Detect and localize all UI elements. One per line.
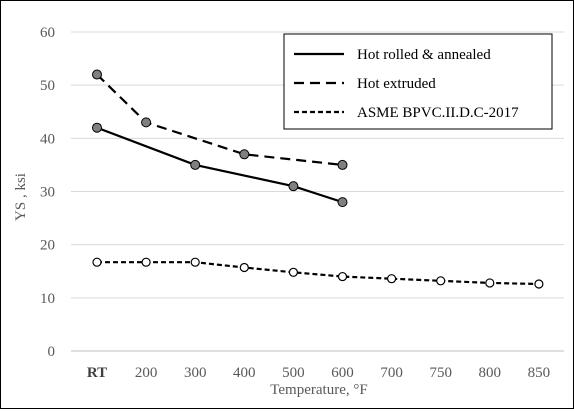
x-tick-label: 300	[184, 365, 207, 381]
series-line	[96, 73, 343, 167]
legend-label: Hot rolled & annealed	[357, 47, 491, 63]
data-point	[190, 257, 200, 267]
legend-box	[283, 33, 553, 130]
data-point	[239, 149, 250, 160]
x-tick-label: 200	[135, 365, 158, 381]
y-tick-label: 60	[40, 25, 55, 41]
data-point	[239, 262, 249, 273]
data-point	[92, 257, 102, 267]
data-point	[141, 257, 151, 267]
x-tick-label: 700	[380, 365, 403, 381]
y-tick-label: 50	[40, 78, 55, 94]
data-point	[141, 117, 152, 128]
x-tick-label: 850	[528, 365, 551, 381]
x-tick-label: 750	[429, 365, 452, 381]
series-layer	[92, 69, 544, 289]
x-tick-label: RT	[87, 365, 107, 381]
tick-labels: 0 10 20 30 40 50 60 RT 200 300 400 500 600 700 750 800 8…	[40, 25, 550, 381]
data-point	[387, 274, 397, 284]
legend: Hot rolled & annealed Hot extruded ASME BP…	[283, 33, 553, 130]
x-axis-label: Temperature, °F	[270, 382, 367, 398]
y-tick-label: 30	[40, 185, 55, 201]
legend-label: Hot extruded	[357, 76, 436, 92]
x-tick-label: 600	[331, 365, 354, 381]
series-line	[97, 261, 539, 286]
y-tick-label: 40	[40, 131, 55, 147]
x-tick-label: 500	[282, 365, 305, 381]
legend-label: ASME BPVC.II.D.C-2017	[357, 105, 519, 121]
data-point	[92, 122, 102, 133]
y-tick-label: 0	[48, 344, 56, 360]
x-tick-label: 800	[479, 365, 502, 381]
data-point	[485, 278, 495, 288]
data-point	[190, 159, 201, 170]
data-point	[337, 197, 348, 208]
data-point	[436, 276, 446, 286]
y-axis-label: YS , ksi	[13, 173, 29, 221]
y-tick-label: 10	[40, 291, 55, 307]
data-point	[288, 181, 299, 192]
data-point	[92, 69, 102, 80]
series-line	[96, 126, 343, 204]
data-point	[337, 271, 348, 282]
data-point	[534, 279, 544, 289]
data-point	[337, 159, 348, 170]
x-tick-label: 400	[233, 365, 256, 381]
y-tick-label: 20	[40, 238, 55, 254]
data-point	[288, 267, 298, 277]
